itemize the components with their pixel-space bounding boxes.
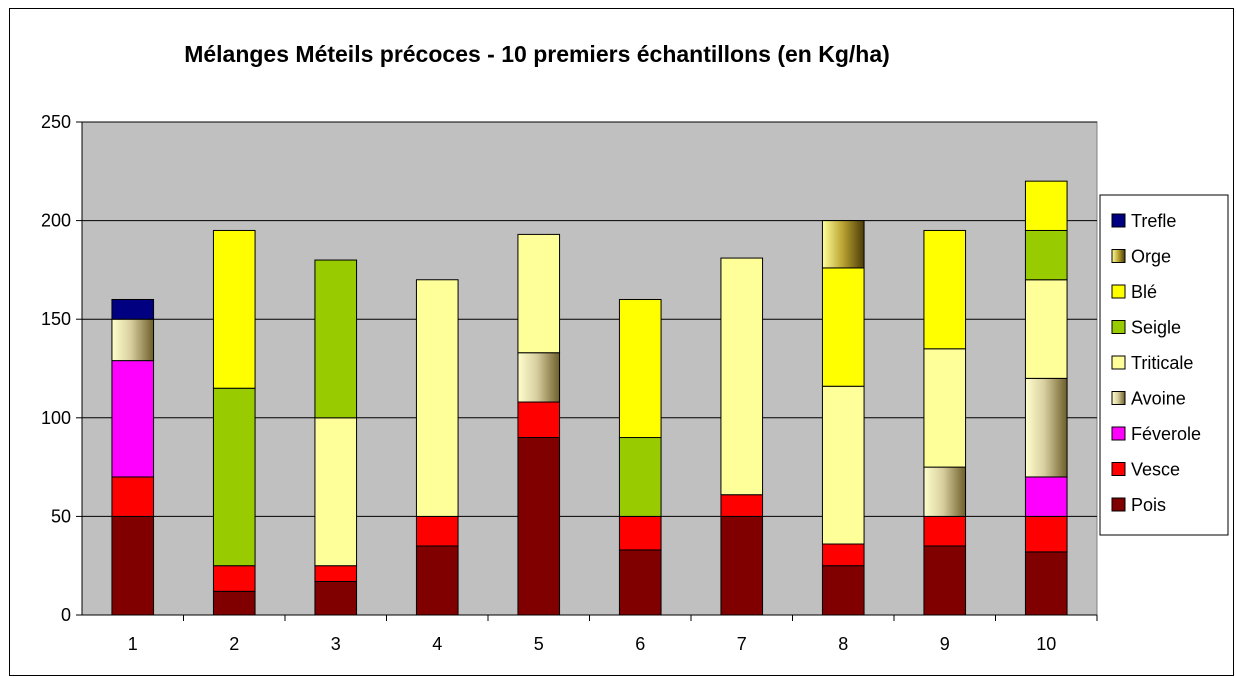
legend-swatch-blé — [1111, 284, 1126, 299]
bar-segment-seigle — [314, 259, 358, 419]
bar-segment-blé — [1024, 180, 1068, 231]
x-tick-label: 4 — [432, 634, 442, 654]
bar-segment-blé — [212, 229, 256, 389]
bar-segment-pois — [923, 545, 967, 616]
bar-segment-vesce — [1024, 515, 1068, 553]
bar-segment-vesce — [821, 543, 865, 567]
x-tick-label: 2 — [229, 634, 239, 654]
bar-segment-pois — [618, 549, 662, 616]
bar-segment-triticale — [821, 385, 865, 545]
bar-segment-pois — [415, 545, 459, 616]
legend-label-avoine: Avoine — [1131, 389, 1186, 409]
y-tick-label: 150 — [41, 309, 71, 329]
bar-segment-orge — [821, 220, 865, 269]
bar-segment-blé — [618, 298, 662, 439]
legend-swatch-vesce — [1111, 462, 1126, 476]
legend-swatch-pois — [1111, 497, 1126, 512]
bar-segment-vesce — [618, 515, 662, 551]
stacked-bar-chart: Mélanges Méteils précoces - 10 premiers … — [41, 41, 1229, 654]
bar-segment-triticale — [923, 348, 967, 468]
legend-label-féverole: Féverole — [1131, 424, 1201, 444]
bar-segment-avoine — [517, 352, 561, 403]
bar-segment-triticale — [415, 279, 459, 517]
legend: Trefle Orge Blé Seigle Triticale Avoine Févero… — [1099, 194, 1229, 536]
legend-swatch-orge — [1111, 249, 1126, 263]
bar-segment-pois — [821, 565, 865, 616]
bar-segment-triticale — [720, 257, 764, 496]
bar-segment-triticale — [314, 417, 358, 567]
legend-label-pois: Pois — [1131, 495, 1166, 515]
legend-label-vesce: Vesce — [1131, 460, 1180, 480]
x-tick-label: 7 — [737, 634, 747, 654]
x-tick-label: 1 — [128, 634, 138, 654]
bar-segment-pois — [314, 580, 358, 616]
legend-swatch-seigle — [1111, 320, 1126, 334]
bar-segment-féverole — [111, 360, 155, 478]
bar-segment-vesce — [111, 476, 155, 517]
y-tick-label: 100 — [41, 408, 71, 428]
bar-segment-vesce — [517, 401, 561, 439]
bar-segment-pois — [1024, 551, 1068, 616]
legend-label-seigle: Seigle — [1131, 318, 1181, 338]
y-tick-label: 0 — [61, 605, 71, 625]
bar-segment-avoine — [111, 318, 155, 362]
y-tick-label: 200 — [41, 211, 71, 231]
x-tick-label: 10 — [1036, 634, 1056, 654]
legend-label-orge: Orge — [1131, 247, 1171, 267]
bar-segment-avoine — [923, 466, 967, 517]
bar-segment-vesce — [314, 565, 358, 582]
x-tick-label: 3 — [331, 634, 341, 654]
bar-segment-triticale — [517, 233, 561, 354]
bar-segment-blé — [923, 229, 967, 350]
x-tick-label: 8 — [838, 634, 848, 654]
bar-segment-vesce — [923, 515, 967, 547]
y-tick-label: 50 — [51, 506, 71, 526]
bar-segment-seigle — [212, 387, 256, 567]
bar-segment-trefle — [111, 298, 155, 320]
legend-swatch-avoine — [1111, 391, 1126, 405]
plot-area: 0 50 100 150 200 250 1 2 3 4 5 6 7 8 9 10 — [41, 112, 1098, 654]
bar-segment-triticale — [1024, 279, 1068, 379]
bar-segment-pois — [720, 515, 764, 616]
bar-segment-seigle — [618, 437, 662, 517]
x-tick-label: 5 — [534, 634, 544, 654]
bar-segment-avoine — [1024, 377, 1068, 478]
bar-segment-vesce — [415, 515, 459, 547]
legend-swatch-trefle — [1111, 213, 1126, 228]
legend-swatch-féverole — [1111, 426, 1126, 441]
legend-label-blé: Blé — [1131, 282, 1157, 302]
chart-frame: Mélanges Méteils précoces - 10 premiers … — [9, 8, 1234, 676]
bar-segment-blé — [821, 267, 865, 387]
bar-segment-pois — [517, 437, 561, 616]
y-tick-label: 250 — [41, 112, 71, 132]
bar-segment-pois — [212, 590, 256, 616]
bar-segment-féverole — [1024, 476, 1068, 517]
bar-segment-pois — [111, 515, 155, 616]
legend-label-trefle: Trefle — [1131, 211, 1176, 231]
legend-swatch-triticale — [1111, 355, 1126, 370]
bar-segment-vesce — [212, 565, 256, 592]
bar-segment-seigle — [1024, 229, 1068, 281]
chart-title: Mélanges Méteils précoces - 10 premiers … — [184, 41, 890, 67]
bar-segment-vesce — [720, 494, 764, 517]
x-tick-label: 9 — [940, 634, 950, 654]
legend-label-triticale: Triticale — [1131, 353, 1193, 373]
x-tick-label: 6 — [635, 634, 645, 654]
